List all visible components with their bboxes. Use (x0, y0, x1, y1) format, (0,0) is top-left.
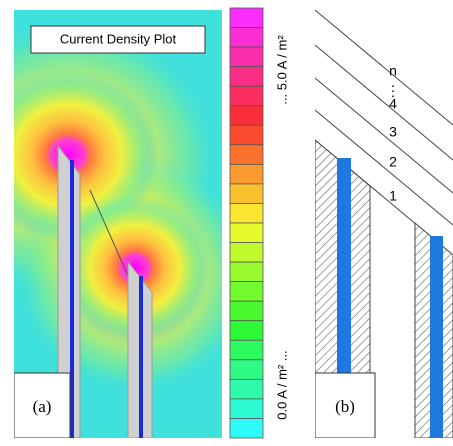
colorbar-segment (229, 7, 264, 28)
panel-b: n ⋮4 3 2 1 (b) (315, 10, 453, 438)
layer-label: 3 (389, 124, 397, 140)
colorbar-segment (229, 163, 264, 185)
layer-line (315, 44, 453, 161)
layer-label: 1 (389, 188, 397, 204)
conductor-right (139, 276, 143, 438)
layer-line (315, 109, 453, 226)
colorbar-low-label: 0.0 A / m² ... (274, 350, 289, 419)
panel-a: Current Density Plot (a) (14, 10, 222, 438)
layer-label: n (389, 63, 397, 79)
colorbar-segment (229, 300, 264, 322)
conductor-right (430, 236, 443, 438)
panel-label: (b) (335, 397, 355, 416)
label-box (14, 372, 71, 438)
layer-line (315, 10, 453, 126)
colorbar-segment (229, 144, 264, 165)
colorbar-segment (229, 203, 264, 224)
colorbar-segment (229, 261, 264, 283)
colorbar-segment (229, 105, 264, 126)
colorbar-segment (229, 222, 264, 243)
colorbar-segment (229, 124, 264, 146)
colorbar-segment (229, 339, 264, 361)
conductor-left (70, 160, 74, 438)
layer-label: 4 (389, 96, 397, 112)
colorbar-segment (229, 359, 264, 380)
colorbar-segment (229, 418, 264, 439)
conductor-left (337, 158, 351, 438)
colorbar-segment (229, 46, 264, 68)
field-right (60, 196, 210, 340)
panel-label: (a) (33, 397, 52, 416)
colorbar-high-label: ... 5.0 A / m² (274, 35, 289, 105)
colorbar-segment (229, 27, 264, 48)
colorbar-segment (229, 320, 264, 341)
colorbar-segment (229, 242, 264, 263)
layer-label: ⋮ (386, 83, 400, 99)
colorbar-segment (229, 183, 264, 204)
label-box (315, 372, 376, 438)
colorbar-segment (229, 66, 264, 87)
colorbar-segment (229, 85, 264, 107)
layer-line (315, 77, 453, 194)
colorbar (229, 7, 264, 439)
title-box (30, 25, 206, 54)
colorbar-segment (229, 378, 264, 400)
plot-title: Current Density Plot (60, 31, 177, 46)
colorbar-segment (229, 398, 264, 419)
layer-label: 2 (389, 154, 397, 170)
colorbar-segment (229, 281, 264, 302)
layer-labels: n ⋮4 3 2 1 (386, 63, 400, 204)
